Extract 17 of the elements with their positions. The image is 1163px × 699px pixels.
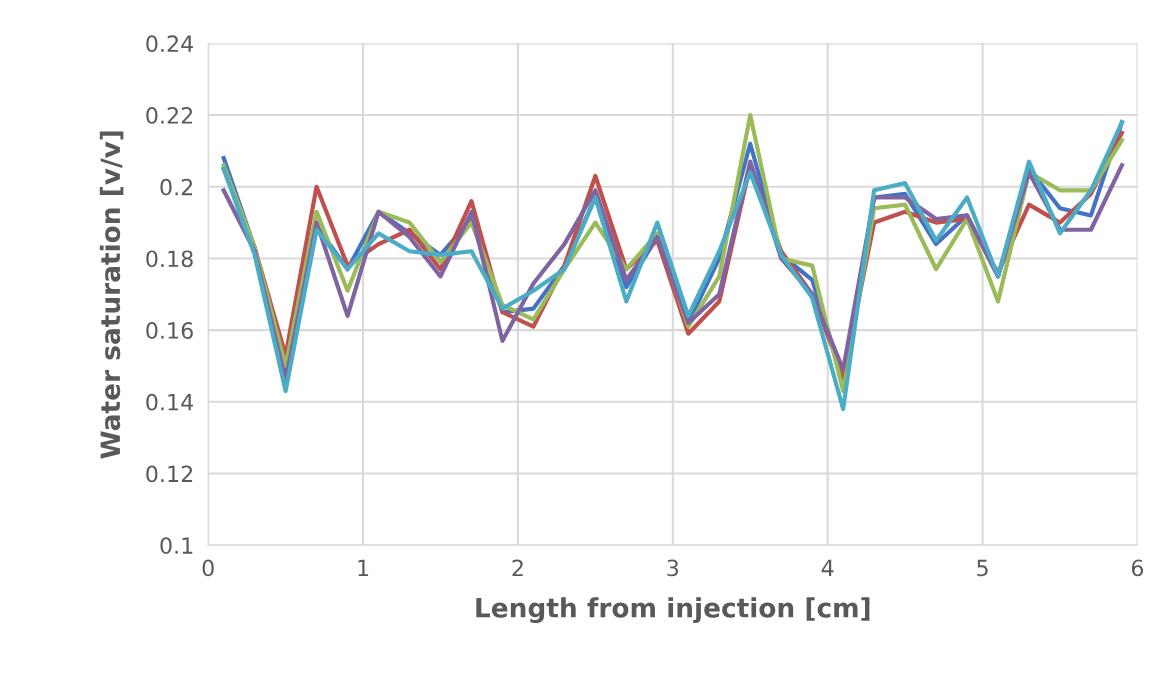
- x-tick-label: 4: [821, 559, 834, 576]
- y-tick-label: 0.14: [146, 393, 194, 411]
- x-tick-label: 3: [667, 559, 679, 577]
- y-tick-label: 0.24: [146, 35, 194, 53]
- y-tick-label: 0.22: [146, 106, 193, 124]
- x-tick-label: 1: [358, 559, 369, 576]
- y-axis-title: Water saturation [v/v]: [99, 131, 124, 459]
- y-tick-label: 0.1: [160, 537, 193, 554]
- x-tick-label: 2: [512, 559, 523, 576]
- x-axis-title: Length from injection [cm]: [476, 597, 870, 624]
- y-tick-label: 0.18: [146, 250, 193, 268]
- y-tick-label: 0.12: [146, 465, 193, 483]
- y-tick-label: 0.2: [160, 178, 193, 196]
- x-tick-label: 6: [1131, 559, 1144, 577]
- y-tick-label: 0.16: [146, 322, 193, 339]
- x-tick-label: 5: [977, 559, 988, 577]
- x-tick-label: 0: [202, 559, 214, 577]
